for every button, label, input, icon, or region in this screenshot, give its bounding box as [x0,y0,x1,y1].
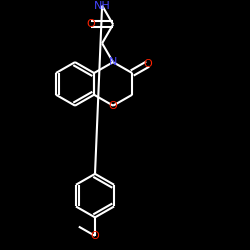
Text: N: N [109,57,117,67]
Text: O: O [109,101,118,111]
Text: NH: NH [94,0,110,10]
Text: O: O [143,59,152,69]
Text: O: O [87,20,96,30]
Text: O: O [90,231,100,241]
